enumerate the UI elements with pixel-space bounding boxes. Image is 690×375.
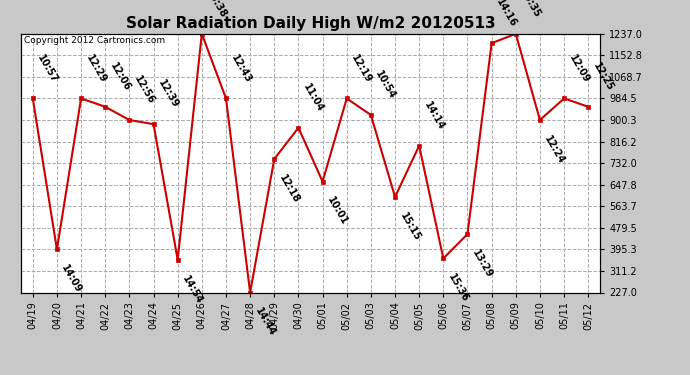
Text: 12:25: 12:25 <box>591 61 615 93</box>
Text: 12:09: 12:09 <box>567 53 591 84</box>
Text: 14:54: 14:54 <box>181 274 205 306</box>
Text: 15:36: 15:36 <box>446 272 471 304</box>
Text: 15:15: 15:15 <box>398 211 422 243</box>
Text: 10:01: 10:01 <box>326 195 350 227</box>
Text: 13:29: 13:29 <box>471 248 495 280</box>
Text: 12:18: 12:18 <box>277 173 302 205</box>
Text: 10:54: 10:54 <box>374 69 398 101</box>
Text: 11:04: 11:04 <box>302 82 326 114</box>
Text: 14:09: 14:09 <box>60 263 84 295</box>
Text: 12:06: 12:06 <box>108 61 132 93</box>
Text: 13:38: 13:38 <box>205 0 229 20</box>
Text: 12:56: 12:56 <box>132 74 157 106</box>
Text: 14:16: 14:16 <box>495 0 519 29</box>
Text: 14:14: 14:14 <box>422 100 446 132</box>
Text: 10:57: 10:57 <box>36 53 60 84</box>
Text: 14:44: 14:44 <box>253 306 277 338</box>
Text: 12:43: 12:43 <box>229 53 253 84</box>
Text: 12:19: 12:19 <box>350 53 374 84</box>
Text: 12:39: 12:39 <box>157 78 181 110</box>
Text: 12:24: 12:24 <box>543 134 567 166</box>
Text: 12:29: 12:29 <box>84 53 108 84</box>
Title: Solar Radiation Daily High W/m2 20120513: Solar Radiation Daily High W/m2 20120513 <box>126 16 495 31</box>
Text: Copyright 2012 Cartronics.com: Copyright 2012 Cartronics.com <box>23 36 165 45</box>
Text: 13:35: 13:35 <box>519 0 543 20</box>
